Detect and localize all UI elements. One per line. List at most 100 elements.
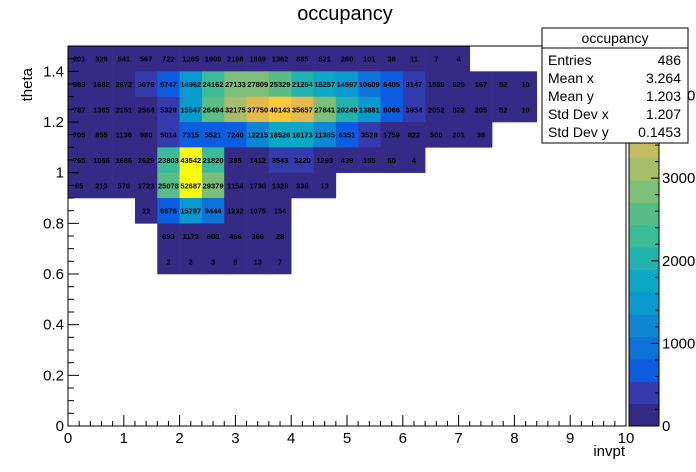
heatmap-cell — [134, 96, 158, 123]
heatmap-cell — [224, 223, 247, 249]
stats-value: 3.264 — [646, 70, 681, 86]
cell-value-label: 37750 — [247, 105, 268, 114]
heatmap-cell — [201, 172, 225, 199]
heatmap-cell — [402, 96, 426, 123]
cell-value-label: 27809 — [247, 80, 268, 89]
cell-value-label: 765 — [73, 156, 86, 165]
heatmap-cell — [313, 46, 337, 72]
cell-value-label: 885 — [296, 55, 309, 64]
heatmap-cell — [90, 96, 113, 123]
cell-value-label: 1154 — [227, 181, 244, 190]
heatmap-cell — [268, 71, 292, 97]
x-axis-label: invpt — [593, 443, 626, 460]
cell-value-label: 201 — [73, 55, 86, 64]
cell-value-label: 1412 — [249, 156, 266, 165]
cell-value-label: 52687 — [180, 181, 201, 190]
heatmap-cell — [201, 71, 225, 97]
cell-value-label: 2672 — [115, 80, 132, 89]
heatmap-cell — [179, 96, 203, 123]
cell-value-label: 722 — [162, 55, 175, 64]
heatmap-cell — [447, 122, 471, 148]
cell-value-label: 541 — [118, 55, 131, 64]
cell-value-label: 625 — [452, 80, 465, 89]
cell-value-label: 1136 — [116, 131, 132, 140]
heatmap-cell — [268, 96, 292, 123]
cell-value-label: 1365 — [93, 105, 110, 114]
heatmap-cell — [90, 122, 113, 148]
palette-band — [629, 403, 659, 427]
heatmap-cell — [492, 96, 515, 123]
heatmap-cell — [358, 96, 381, 123]
heatmap-cell — [68, 71, 91, 97]
cell-value-label: 1075 — [249, 207, 266, 216]
heatmap-cell — [402, 71, 426, 97]
heatmap-cell — [469, 96, 493, 123]
heatmap-cell — [358, 46, 381, 72]
cell-value-label: 1759 — [383, 131, 400, 140]
cell-value-label: 18257 — [314, 80, 335, 89]
cell-value-label: 14597 — [337, 80, 358, 89]
heatmap-cell — [179, 46, 203, 72]
heatmap-cell — [201, 46, 225, 72]
cell-value-label: 980 — [140, 131, 153, 140]
heatmap-cell — [380, 71, 404, 97]
heatmap-cell — [358, 122, 381, 148]
stats-label: Entries — [548, 52, 592, 68]
x-tick-label: 6 — [399, 430, 407, 447]
heatmap-cell — [201, 198, 225, 224]
stats-label: Std Dev y — [548, 124, 609, 140]
y-tick-label: 0.6 — [43, 266, 64, 283]
heatmap-cell — [291, 122, 314, 148]
heatmap-cell — [68, 46, 91, 72]
heatmap-cell — [402, 46, 426, 72]
cell-value-label: 3 — [211, 257, 215, 266]
cell-value-label: 567 — [140, 55, 153, 64]
heatmap-cell — [425, 122, 448, 148]
cell-value-label: 2151 — [115, 105, 132, 114]
cell-value-label: 65 — [75, 181, 83, 190]
heatmap-cell — [246, 248, 270, 275]
cell-value-label: 201 — [452, 131, 465, 140]
y-tick-label: 0.2 — [43, 367, 64, 384]
cell-value-label: 43542 — [180, 156, 201, 165]
stats-value: 486 — [658, 52, 682, 68]
heatmap-cell — [447, 46, 471, 72]
heatmap-cell — [157, 122, 180, 148]
cell-value-label: 155 — [363, 156, 376, 165]
cell-value-label: 205 — [475, 105, 488, 114]
heatmap-cell — [291, 71, 314, 97]
cell-value-label: 167 — [475, 80, 488, 89]
cell-value-label: 6405 — [383, 80, 400, 89]
heatmap-cell — [268, 223, 292, 249]
cell-value-label: 24162 — [203, 80, 224, 89]
cell-value-label: 822 — [408, 131, 421, 140]
cell-value-label: 25078 — [158, 181, 179, 190]
cell-value-label: 466 — [229, 232, 242, 241]
cell-value-label: 7315 — [182, 131, 199, 140]
cell-value-label: 1232 — [227, 207, 244, 216]
heatmap-cell — [380, 46, 404, 72]
heatmap-cell — [157, 172, 180, 199]
palette-band — [629, 202, 659, 226]
heatmap-cell — [224, 122, 247, 148]
x-tick-label: 3 — [231, 430, 239, 447]
heatmap-cell — [179, 248, 203, 275]
chart-title: occupancy — [297, 3, 393, 25]
heatmap-cell — [179, 122, 203, 148]
heatmap-cell — [335, 147, 359, 173]
cell-value-label: 1265 — [182, 55, 199, 64]
heatmap-cell — [514, 71, 538, 97]
heatmap-cell — [157, 147, 180, 173]
heatmap-cell — [157, 248, 180, 275]
cell-value-label: 213 — [95, 181, 108, 190]
cell-value-label: 22 — [142, 207, 150, 216]
heatmap-cell — [425, 71, 448, 97]
cell-value-label: 101 — [363, 55, 376, 64]
stats-value: 1.203 — [646, 88, 681, 104]
cell-value-label: 38 — [387, 55, 395, 64]
palette-tick-label: 20000 — [662, 253, 696, 270]
heatmap-cell — [134, 46, 158, 72]
cell-value-label: 1730 — [249, 181, 266, 190]
cell-value-label: 5521 — [205, 131, 222, 140]
heatmap-cell — [224, 71, 247, 97]
